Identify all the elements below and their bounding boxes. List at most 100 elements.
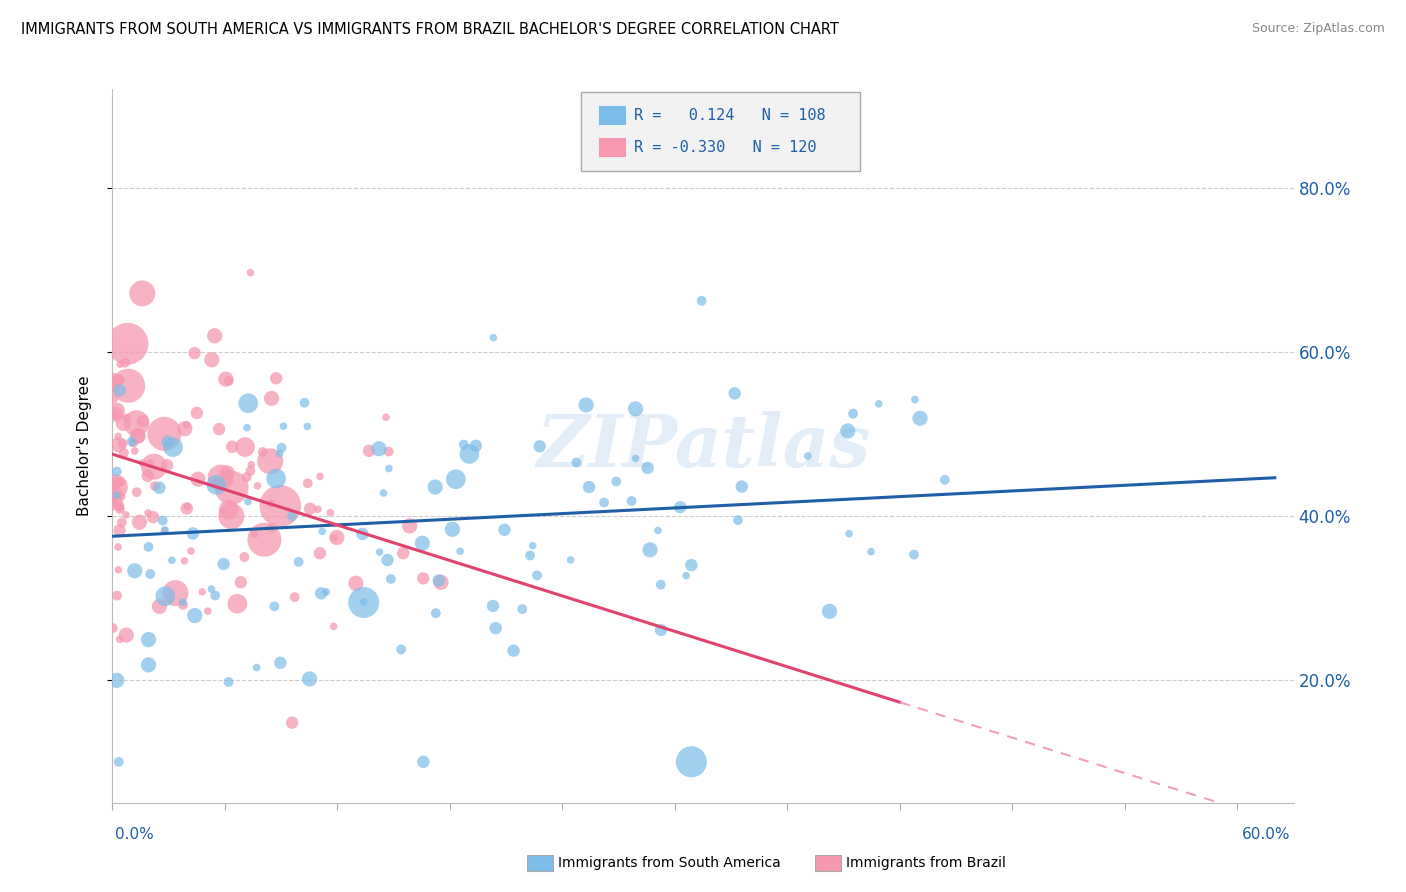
Point	[165, 586, 187, 600]
Point	[233, 440, 256, 454]
Point	[322, 619, 344, 633]
Point	[269, 499, 291, 513]
Point	[380, 572, 402, 586]
Point	[105, 374, 128, 388]
Point	[103, 392, 125, 406]
Point	[156, 434, 179, 449]
Point	[226, 597, 249, 611]
Point	[181, 526, 204, 541]
Point	[108, 373, 131, 387]
Point	[101, 621, 124, 635]
Point	[218, 503, 240, 517]
Point	[605, 475, 627, 489]
Point	[294, 396, 316, 410]
Point	[105, 589, 128, 603]
Text: R = -0.330   N = 120: R = -0.330 N = 120	[634, 140, 817, 154]
Point	[464, 439, 486, 453]
Point	[180, 544, 202, 558]
Point	[217, 466, 239, 480]
Point	[160, 553, 183, 567]
Point	[105, 475, 128, 490]
Point	[818, 604, 841, 618]
Point	[111, 516, 134, 530]
Point	[352, 527, 374, 541]
Point	[297, 419, 319, 434]
Point	[221, 440, 243, 454]
Text: R =   0.124   N = 108: R = 0.124 N = 108	[634, 108, 825, 122]
Point	[117, 378, 139, 392]
Point	[153, 426, 176, 441]
Point	[638, 542, 661, 557]
Point	[107, 429, 129, 443]
Point	[172, 598, 194, 612]
Point	[458, 447, 481, 461]
Point	[173, 554, 195, 568]
Point	[205, 476, 228, 491]
Point	[108, 384, 131, 398]
Point	[260, 392, 283, 406]
Point	[260, 520, 283, 534]
Point	[252, 445, 274, 459]
Point	[233, 549, 256, 564]
Point	[191, 585, 214, 599]
Point	[138, 632, 160, 647]
Point	[200, 582, 222, 596]
Point	[148, 599, 170, 614]
Point	[148, 481, 170, 495]
Point	[153, 523, 176, 537]
Point	[299, 501, 322, 516]
Point	[444, 472, 467, 486]
Point	[105, 494, 128, 508]
Point	[107, 563, 129, 577]
Point	[139, 566, 162, 581]
Point	[368, 442, 391, 456]
Point	[184, 608, 207, 623]
Point	[115, 628, 138, 642]
Point	[138, 657, 160, 672]
Point	[647, 524, 669, 538]
Point	[132, 414, 155, 428]
Point	[482, 331, 505, 345]
Point	[903, 548, 925, 562]
Point	[246, 479, 269, 493]
Point	[111, 436, 134, 450]
Point	[427, 574, 450, 588]
Point	[908, 411, 931, 425]
Point	[868, 397, 890, 411]
Point	[131, 456, 153, 470]
Point	[183, 346, 205, 360]
Point	[112, 417, 135, 431]
Point	[281, 509, 304, 524]
Point	[269, 656, 291, 670]
Text: Immigrants from Brazil: Immigrants from Brazil	[846, 855, 1007, 870]
Point	[502, 643, 524, 657]
Point	[842, 407, 865, 421]
Point	[204, 589, 226, 603]
Point	[624, 401, 647, 416]
Point	[510, 602, 533, 616]
Point	[425, 480, 447, 494]
Point	[297, 476, 319, 491]
Point	[105, 673, 128, 688]
Point	[108, 755, 131, 769]
Point	[669, 500, 692, 515]
Point	[377, 553, 399, 567]
Point	[218, 374, 240, 388]
Point	[101, 381, 124, 395]
Point	[239, 266, 262, 280]
Point	[124, 444, 146, 458]
Point	[284, 590, 307, 604]
Point	[172, 595, 194, 609]
Point	[108, 632, 131, 647]
Point	[246, 660, 269, 674]
Point	[229, 575, 252, 590]
Point	[105, 403, 128, 417]
Point	[724, 386, 747, 401]
Point	[101, 485, 124, 500]
Point	[624, 451, 647, 466]
Point	[353, 595, 375, 609]
Point	[287, 555, 309, 569]
Point	[155, 589, 177, 603]
Point	[860, 544, 883, 558]
Text: 0.0%: 0.0%	[115, 827, 155, 841]
